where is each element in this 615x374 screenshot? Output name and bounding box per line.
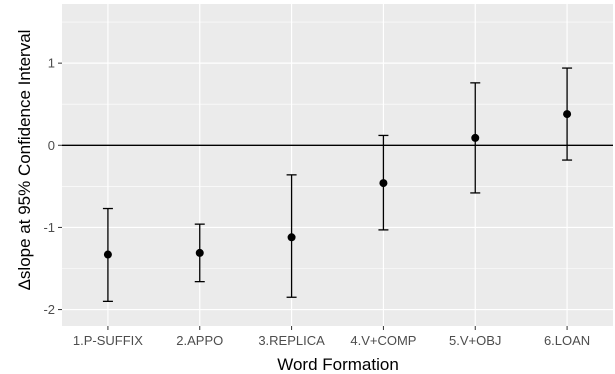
estimate-point xyxy=(103,250,112,259)
estimate-point xyxy=(379,179,388,188)
estimate-point xyxy=(287,233,296,242)
y-tick-label: 1 xyxy=(48,56,55,71)
estimate-point xyxy=(471,133,480,142)
y-tick-label: -1 xyxy=(43,220,55,235)
y-axis-title: Δslope at 95% Confidence Interval xyxy=(15,30,34,291)
estimate-point xyxy=(195,248,204,257)
error-bar-group xyxy=(562,67,573,161)
x-tick-label: 5.V+OBJ xyxy=(449,333,501,348)
y-tick-label: -2 xyxy=(43,302,55,317)
error-bar-group xyxy=(102,207,113,303)
x-axis-title: Word Formation xyxy=(277,355,399,374)
estimate-point xyxy=(563,110,572,119)
plot-panel xyxy=(62,4,613,326)
x-tick-label: 4.V+COMP xyxy=(350,333,416,348)
x-axis: 1.P-SUFFIX 2.APPO 3.REPLICA 4.V+COMP 5.V+OBJ… xyxy=(73,326,590,348)
x-tick-label: 6.LOAN xyxy=(544,333,590,348)
error-bar-group xyxy=(194,223,205,283)
data-marks xyxy=(102,67,573,303)
x-tick-label: 1.P-SUFFIX xyxy=(73,333,143,348)
y-tick-label: 0 xyxy=(48,138,55,153)
y-axis: -2 -1 0 1 xyxy=(43,56,62,317)
error-bar-group xyxy=(286,174,297,298)
error-bar-group xyxy=(470,82,481,194)
x-tick-label: 2.APPO xyxy=(176,333,223,348)
error-bar-group xyxy=(378,134,389,231)
x-tick-label: 3.REPLICA xyxy=(258,333,325,348)
